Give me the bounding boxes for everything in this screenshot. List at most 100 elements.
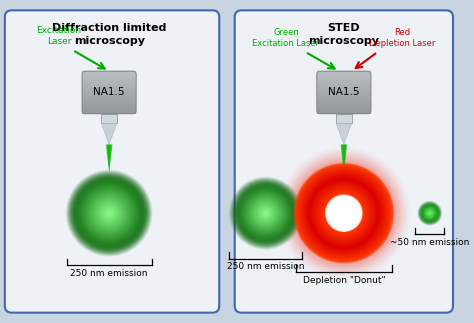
Text: Red
Depletion Laser: Red Depletion Laser [369,28,435,48]
Bar [82,101,136,104]
Circle shape [98,202,121,225]
Circle shape [237,184,294,242]
Circle shape [87,191,132,236]
Circle shape [305,174,383,252]
Circle shape [425,208,435,218]
Circle shape [337,206,351,221]
Circle shape [73,177,146,249]
Circle shape [244,192,287,234]
Circle shape [66,171,152,256]
Text: Green
Excitation Laser: Green Excitation Laser [252,28,319,48]
Circle shape [91,195,127,231]
Circle shape [295,165,392,262]
Circle shape [426,209,434,217]
Bar [82,111,136,114]
Circle shape [229,176,302,250]
Circle shape [427,210,433,216]
Circle shape [236,184,295,243]
Circle shape [261,208,271,218]
Bar [82,105,136,108]
Circle shape [340,209,347,217]
Polygon shape [107,145,111,172]
Circle shape [75,179,143,247]
Circle shape [233,180,299,246]
Circle shape [334,203,354,223]
Bar [82,109,136,112]
Bar [336,114,352,123]
Bar [82,82,136,84]
Circle shape [106,210,112,216]
FancyBboxPatch shape [5,10,219,313]
Circle shape [342,211,346,215]
Circle shape [263,210,269,216]
Circle shape [314,184,374,243]
Text: Depletion "Donut": Depletion "Donut" [302,276,385,285]
Circle shape [103,207,116,220]
Circle shape [293,163,394,263]
Circle shape [314,183,374,243]
Bar [317,105,371,108]
Circle shape [250,198,281,229]
Circle shape [332,201,356,225]
Circle shape [238,185,293,241]
Circle shape [419,203,440,224]
Circle shape [74,178,144,248]
Circle shape [301,171,386,256]
Circle shape [85,189,133,237]
Circle shape [238,186,293,240]
Bar [82,78,136,80]
Circle shape [417,201,442,226]
Circle shape [255,202,277,224]
Circle shape [76,181,142,246]
Circle shape [94,198,124,228]
Circle shape [241,188,291,238]
Circle shape [312,182,375,245]
Circle shape [341,210,347,216]
Circle shape [339,208,349,218]
Bar [82,99,136,101]
Circle shape [67,171,151,255]
Circle shape [302,171,386,255]
Bar [317,95,371,97]
Circle shape [259,207,272,220]
Circle shape [418,201,442,225]
Circle shape [418,202,442,225]
Polygon shape [342,145,346,172]
Bar [317,73,371,76]
Bar [317,101,371,104]
Circle shape [309,178,379,248]
Circle shape [428,212,431,215]
Bar [82,92,136,95]
Circle shape [312,181,376,245]
Bar [317,82,371,84]
Circle shape [68,172,150,255]
Circle shape [235,182,296,244]
Polygon shape [106,145,113,172]
Circle shape [261,209,270,218]
Circle shape [424,207,436,219]
Circle shape [422,205,438,221]
Circle shape [324,193,364,233]
Circle shape [326,196,362,231]
Circle shape [426,209,434,217]
Circle shape [316,185,372,241]
Circle shape [424,207,436,219]
Circle shape [246,193,285,233]
Bar [317,111,371,114]
Circle shape [331,200,357,226]
Circle shape [421,205,438,222]
Circle shape [341,211,346,216]
Circle shape [343,212,345,214]
Circle shape [294,163,393,263]
Circle shape [328,197,360,229]
Circle shape [316,185,372,241]
Circle shape [251,199,280,228]
Circle shape [306,175,382,251]
Circle shape [420,203,439,223]
Circle shape [83,187,135,239]
Bar [82,84,136,87]
Circle shape [310,179,378,248]
Text: Excitation
Laser: Excitation Laser [36,26,82,46]
Bar [317,88,371,91]
Circle shape [315,184,373,242]
